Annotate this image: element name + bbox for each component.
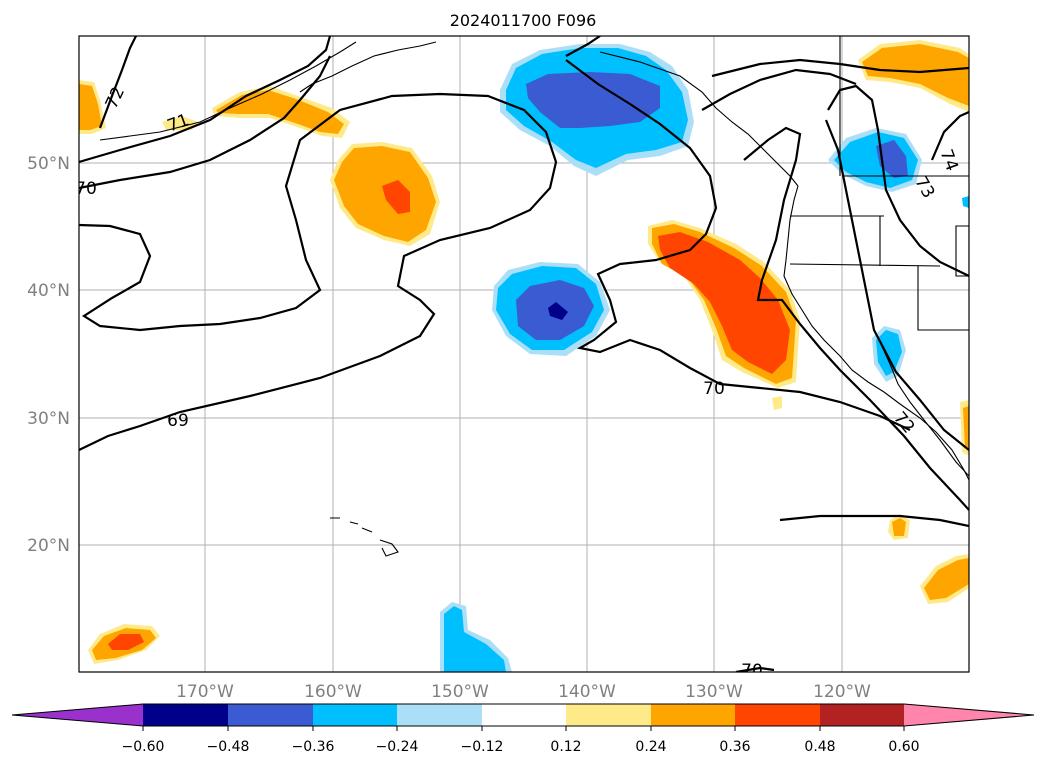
lat-label-50n: 50°N (27, 154, 70, 174)
fill-california-core (658, 232, 790, 374)
lon-label-170w: 170°W (176, 682, 234, 702)
contour-tropics (779, 514, 969, 528)
political-borders (789, 36, 969, 331)
figure-title: 2024011700 F096 (450, 11, 597, 30)
contour-70-east (565, 59, 911, 431)
height-contours (79, 36, 969, 672)
contour-label-69: 69 (167, 411, 189, 431)
colorbar-tick-label: 0.24 (635, 739, 666, 755)
fill-edge-blue (962, 196, 969, 208)
lon-label-150w: 150°W (431, 682, 489, 702)
lon-label-130w: 130°W (685, 682, 743, 702)
fill-baja (876, 330, 902, 376)
colorbar-tick-label: −0.60 (122, 739, 165, 755)
contour-label-70-south: 70 (741, 661, 763, 681)
fill-sw-core (108, 634, 144, 650)
colorbar: −0.60 −0.48 −0.36 −0.24 −0.12 0.12 0.24 … (11, 703, 1035, 755)
fill-offshore-mexico (892, 518, 906, 536)
coast-bc (599, 51, 799, 187)
contour-label-70-east: 70 (703, 379, 725, 399)
coast-us-west (783, 185, 969, 481)
colorbar-segment-extend-high (904, 704, 1034, 726)
contour-70-north (565, 36, 601, 57)
contour-canada-north (711, 58, 969, 78)
contour-72-east (743, 126, 969, 511)
contour-canada-mid (701, 68, 857, 111)
colorbar-segment-pos-012 (566, 704, 651, 726)
colorbar-tick-label: 0.36 (719, 739, 750, 755)
fill-central-pacific-core (382, 180, 410, 214)
colorbar-tick-label: −0.12 (461, 739, 504, 755)
fill-aleutian-west (162, 116, 198, 130)
colorbar-tick-label: −0.48 (207, 739, 250, 755)
fill-aleutian (216, 90, 344, 134)
lat-label-20n: 20°N (27, 536, 70, 556)
contour-label-70-west: 70 (75, 179, 97, 199)
colorbar-segment-pos-024 (651, 704, 735, 726)
colorbar-segment-neutral (482, 704, 566, 726)
lon-label-140w: 140°W (558, 682, 616, 702)
contour-73-lower (824, 119, 969, 451)
contour-74 (930, 110, 969, 161)
fill-gulf-alaska-core (526, 72, 660, 128)
colorbar-segment-extend-low (12, 704, 143, 726)
colorbar-tick-label: −0.24 (376, 739, 419, 755)
lat-label-40n: 40°N (27, 281, 70, 301)
map-frame (78, 35, 970, 673)
axis-labels: 170°W 160°W 150°W 140°W 130°W 120°W 50°N… (27, 154, 871, 702)
map-background (79, 36, 969, 672)
colorbar-tick-label: 0.60 (888, 739, 919, 755)
colorbar-tick-label: −0.36 (292, 739, 335, 755)
contour-70-west (79, 55, 331, 190)
fill-california-spot (772, 396, 782, 410)
map-panel: 72 71 70 69 70 70 74 73 72 (75, 35, 970, 681)
colorbar-tick-label: 0.48 (804, 739, 835, 755)
fill-canada (862, 44, 969, 106)
fill-se-corner (924, 558, 969, 600)
lon-label-160w: 160°W (304, 682, 362, 702)
contour-72 (98, 36, 137, 129)
colorbar-segment-neg-024 (397, 704, 482, 726)
fill-east-pacific-low-core (548, 302, 568, 320)
contour-69 (79, 92, 558, 451)
fill-nw-corner (79, 84, 102, 130)
colorbar-segment-neg-060 (143, 704, 228, 726)
fill-mexico-edge (963, 406, 969, 448)
colorbar-segment-neg-048 (228, 704, 313, 726)
lat-label-30n: 30°N (27, 409, 70, 429)
colorbar-ticks (142, 726, 905, 731)
coast-hawaii (330, 517, 399, 557)
contour-73 (827, 84, 969, 277)
anomaly-fills (79, 40, 969, 672)
colorbar-tick-labels: −0.60 −0.48 −0.36 −0.24 −0.12 0.12 0.24 … (122, 739, 920, 755)
colorbar-segment-pos-048 (820, 704, 904, 726)
lon-label-120w: 120°W (813, 682, 871, 702)
contour-71 (79, 36, 332, 164)
colorbar-segment-neg-036 (313, 704, 397, 726)
contour-70-south (735, 666, 775, 672)
coast-baja (879, 341, 969, 477)
colorbar-segment-pos-036 (735, 704, 820, 726)
gridlines (79, 36, 969, 672)
fill-south-blue (444, 606, 506, 672)
colorbar-tick-label: 0.12 (550, 739, 581, 755)
